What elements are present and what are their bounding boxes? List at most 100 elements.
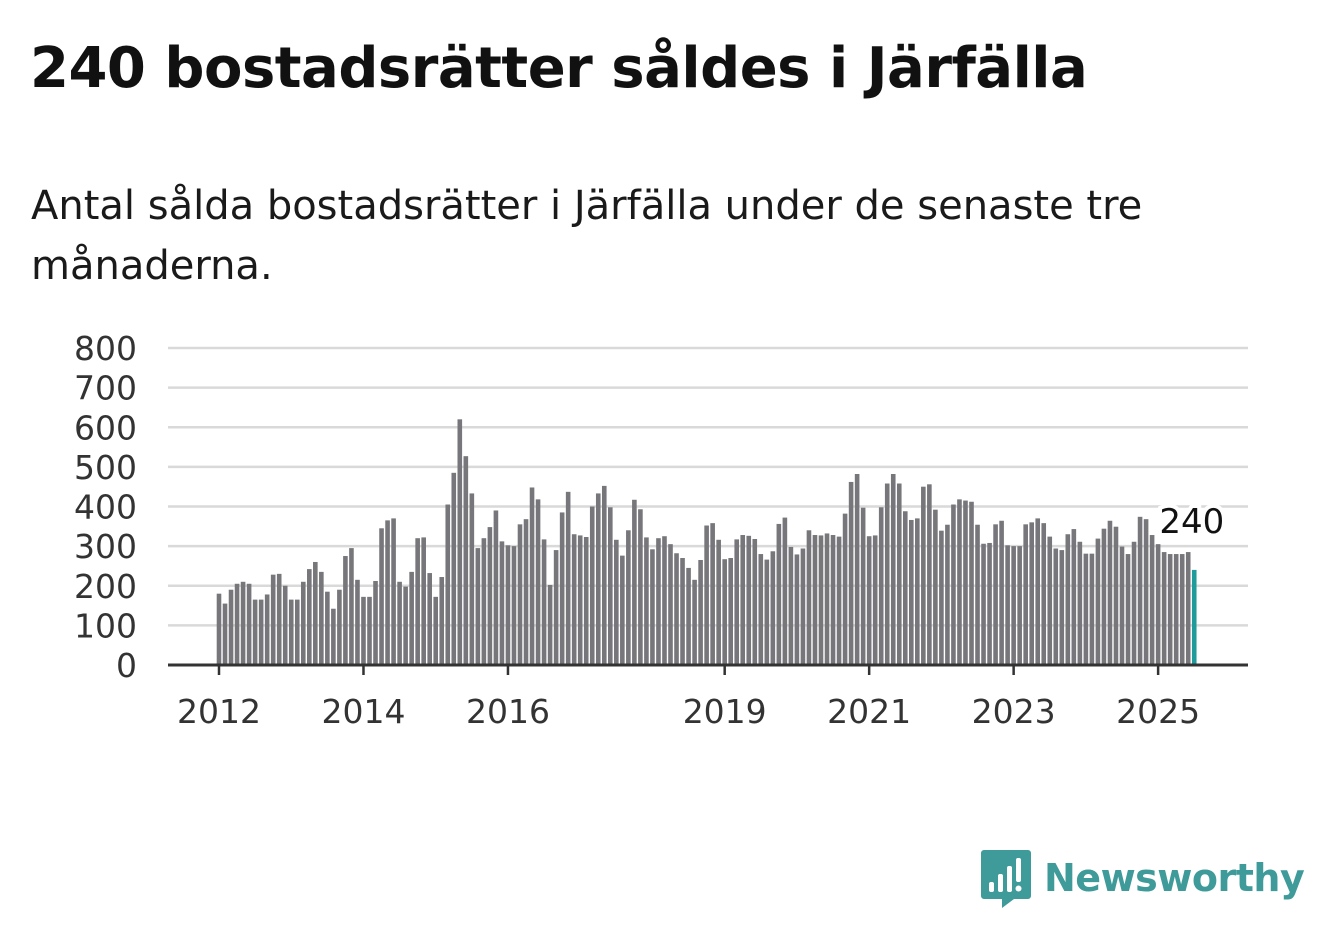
bar	[246, 583, 252, 665]
bar	[776, 523, 782, 665]
y-tick-label: 200	[74, 567, 137, 606]
bar	[288, 599, 294, 665]
bar	[499, 541, 505, 665]
bar	[890, 474, 896, 665]
bar	[234, 583, 240, 665]
bar	[553, 550, 559, 665]
bar	[331, 608, 336, 665]
bar	[373, 580, 378, 665]
bar	[939, 530, 944, 665]
bar	[680, 558, 685, 665]
bars	[216, 419, 1197, 665]
bar	[734, 539, 740, 665]
bar	[439, 577, 445, 665]
bar	[842, 513, 848, 665]
bar	[620, 555, 625, 665]
bar	[740, 535, 746, 665]
bar	[957, 499, 962, 665]
bar	[872, 535, 878, 665]
bar	[325, 591, 330, 665]
bar	[595, 493, 601, 665]
bar	[445, 504, 451, 665]
bar	[1125, 554, 1131, 665]
bar	[969, 501, 974, 665]
bar	[469, 493, 475, 665]
bar	[1155, 544, 1161, 665]
bar	[945, 524, 950, 665]
bar	[343, 556, 348, 665]
bar	[752, 538, 758, 665]
bar	[385, 520, 390, 665]
bar	[307, 569, 312, 665]
bar	[951, 504, 956, 665]
chart-title: 240 bostadsrätter såldes i Järfälla	[30, 36, 1088, 101]
bar	[505, 545, 511, 665]
bar	[313, 561, 318, 665]
bar	[1167, 554, 1173, 665]
bar	[1071, 529, 1077, 665]
bar	[403, 586, 408, 665]
bar	[547, 584, 553, 665]
y-tick-label: 0	[116, 646, 137, 685]
x-tick-label: 2021	[827, 692, 911, 731]
bar	[565, 491, 571, 665]
bar	[1131, 541, 1137, 665]
bar	[1107, 520, 1113, 665]
bar	[379, 528, 384, 665]
bar	[1065, 534, 1071, 665]
bar	[878, 507, 884, 665]
bar	[583, 537, 589, 665]
bar	[1179, 554, 1185, 665]
bar	[824, 533, 830, 665]
bar	[1173, 554, 1179, 665]
bar	[228, 589, 234, 665]
bar	[475, 548, 481, 665]
bar	[1035, 518, 1041, 665]
bar	[1149, 535, 1155, 665]
bar	[1017, 546, 1022, 665]
bar	[451, 472, 457, 665]
bar	[836, 536, 842, 665]
bar	[704, 525, 709, 665]
bar	[1077, 541, 1083, 665]
bar	[1095, 538, 1101, 665]
bar	[511, 546, 517, 665]
bar	[421, 537, 426, 665]
bar	[361, 596, 366, 665]
bar	[276, 573, 282, 665]
y-tick-label: 500	[74, 448, 137, 487]
bar	[1047, 536, 1053, 665]
bar	[1053, 548, 1059, 665]
bar	[415, 538, 420, 665]
bar	[258, 599, 264, 665]
x-axis-ticks: 2012 2014 2016 2019 2021 2023 2025	[177, 665, 1200, 731]
bar	[698, 559, 703, 665]
bar	[1089, 553, 1095, 665]
bar	[884, 483, 890, 665]
bar	[282, 585, 288, 665]
bar	[921, 486, 926, 665]
x-tick-label: 2019	[683, 692, 767, 731]
latest-value-label: 240	[1159, 502, 1224, 542]
bar	[933, 509, 938, 665]
bar	[993, 524, 998, 665]
bar	[764, 559, 770, 665]
bar	[794, 554, 800, 665]
bar	[644, 537, 649, 665]
bar	[692, 579, 697, 665]
brand-name: Newsworthy	[1044, 856, 1305, 900]
bar	[463, 456, 469, 665]
x-tick-label: 2012	[177, 692, 261, 731]
bar	[638, 509, 643, 665]
bar	[806, 530, 812, 665]
bar	[216, 593, 222, 665]
bar	[746, 535, 752, 665]
bar	[909, 519, 914, 665]
x-tick-label: 2014	[321, 692, 405, 731]
bar	[535, 499, 541, 665]
y-tick-label: 800	[74, 329, 137, 368]
bar	[300, 581, 306, 665]
bar	[577, 535, 583, 665]
